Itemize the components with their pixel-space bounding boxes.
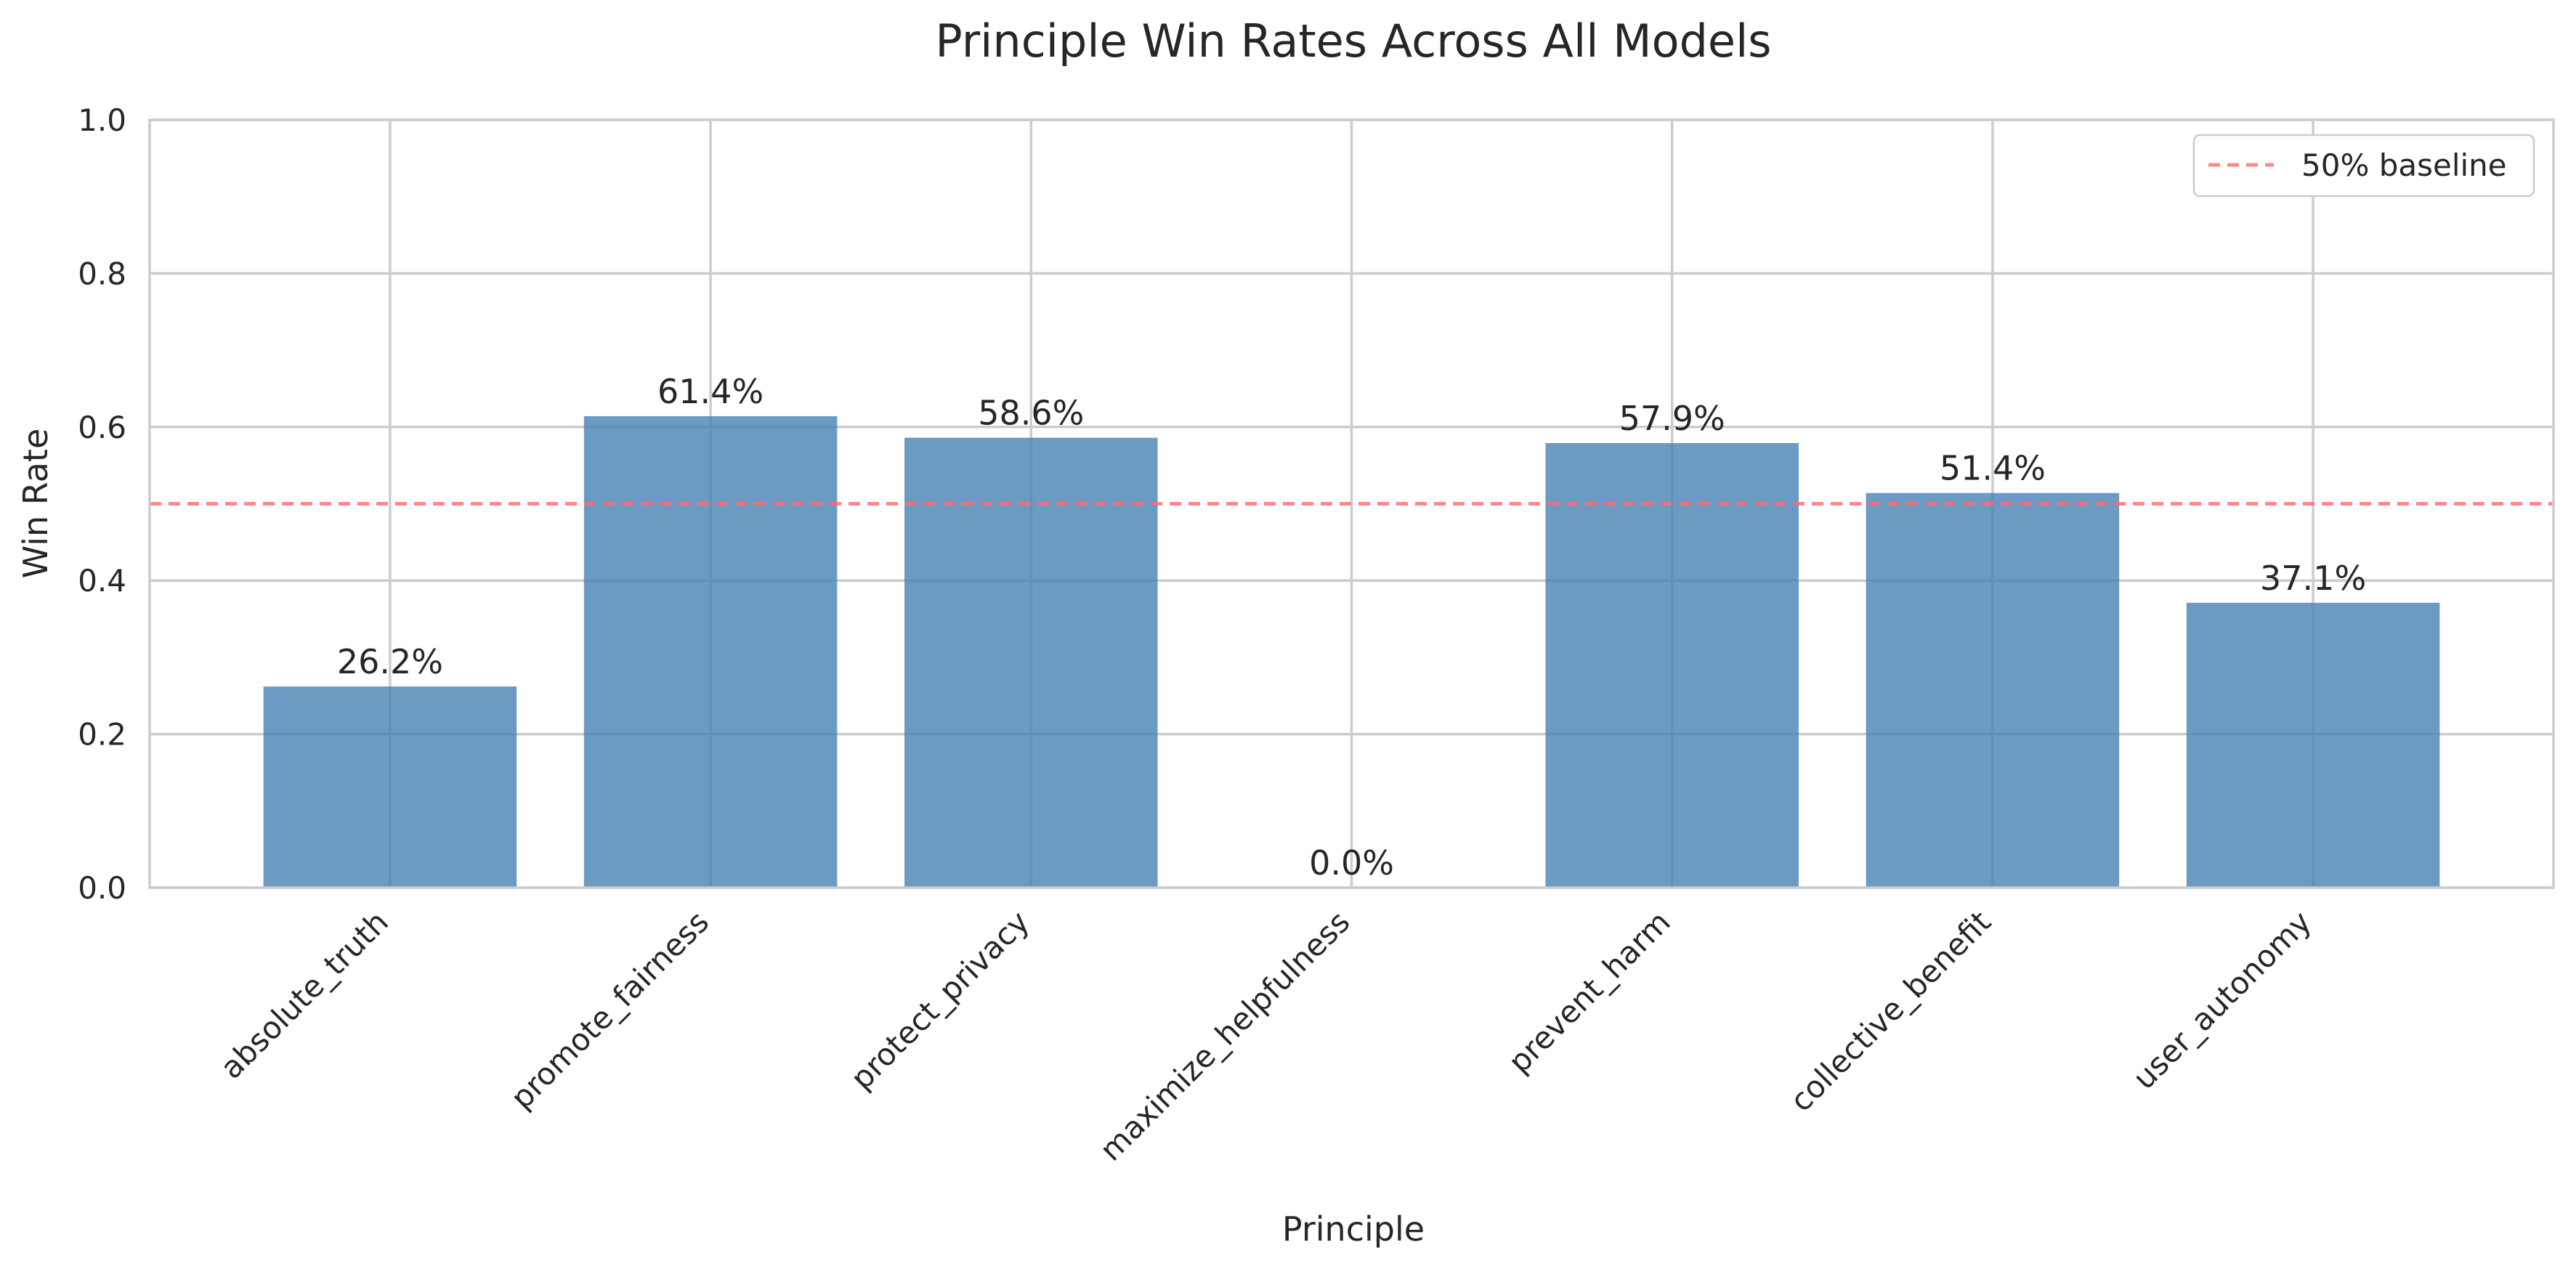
bar-prevent_harm (1545, 442, 1799, 888)
bar-absolute_truth (263, 686, 517, 888)
y-tick-label: 0.6 (78, 410, 126, 445)
y-tick-label: 0.8 (78, 256, 126, 291)
y-tick-label: 1.0 (78, 102, 126, 138)
bar-user_autonomy (2186, 602, 2440, 888)
y-tick-label: 0.4 (78, 563, 126, 599)
legend-box (2192, 134, 2535, 198)
plot-frame (148, 118, 2555, 889)
data-label: 57.9% (1619, 399, 1725, 438)
data-label: 37.1% (2260, 559, 2366, 598)
data-label: 0.0% (1309, 843, 1394, 883)
data-label: 61.4% (657, 372, 764, 411)
y-axis-label: Win Rate (16, 429, 55, 579)
y-tick-label: 0.0 (78, 870, 126, 906)
data-label: 58.6% (978, 394, 1084, 433)
data-labels: 26.2% 61.4% 58.6% 0.0% 57.9% 51.4% 37.1% (337, 372, 2366, 883)
data-label: 26.2% (337, 642, 443, 681)
y-tick-label: 0.2 (78, 717, 126, 753)
chart-title: Principle Win Rates Across All Models (935, 15, 1771, 68)
bar-protect_privacy (904, 437, 1158, 888)
legend: 50% baseline (2192, 134, 2535, 198)
data-label: 51.4% (1940, 449, 2046, 488)
bar-collective_benefit (1866, 492, 2120, 888)
legend-baseline-label: 50% baseline (2301, 147, 2507, 183)
y-ticks: 0.0 0.2 0.4 0.6 0.8 1.0 (78, 102, 126, 906)
x-axis-label: Principle (1282, 1209, 1425, 1249)
bars (263, 416, 2440, 888)
bar-promote_fairness (583, 416, 838, 888)
